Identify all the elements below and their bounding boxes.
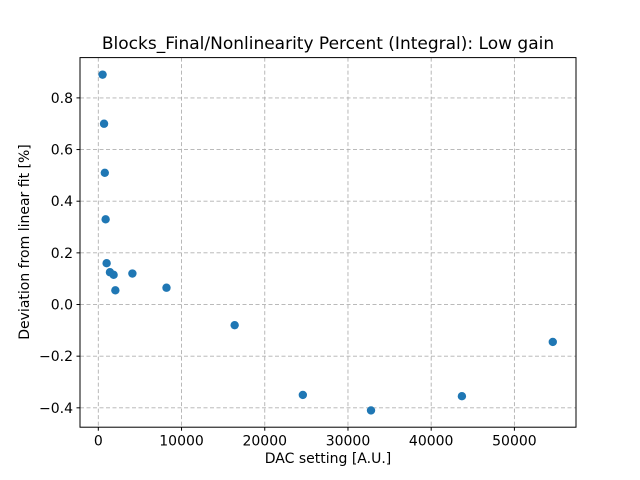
chart-title: Blocks_Final/Nonlinearity Percent (Integ…: [101, 34, 555, 54]
data-point: [98, 70, 107, 79]
data-point: [230, 320, 239, 330]
data-point: [128, 269, 137, 278]
y-tick-label: 0.6: [51, 143, 73, 159]
y-tick-label: 0.2: [51, 246, 73, 262]
x-tick-label: 0: [94, 434, 103, 450]
data-point: [102, 258, 111, 268]
data-point: [548, 337, 557, 347]
y-tick-label: −0.4: [39, 401, 73, 417]
x-tick-label: 50000: [492, 434, 537, 450]
x-tick-label: 20000: [242, 434, 287, 450]
x-tick-label: 40000: [409, 434, 454, 450]
data-point: [109, 270, 118, 280]
data-point: [162, 283, 171, 292]
axes-frame: [79, 57, 577, 428]
y-tick-label: 0.8: [51, 91, 73, 107]
data-point: [101, 215, 110, 224]
x-tick-label: 30000: [326, 434, 371, 450]
y-tick-label: −0.2: [39, 349, 73, 365]
y-axis-label: Deviation from linear fit [%]: [17, 144, 33, 340]
data-point: [111, 286, 120, 295]
x-axis-label: DAC setting [A.U.]: [264, 451, 392, 467]
data-point: [298, 390, 308, 400]
data-point: [99, 119, 109, 128]
data-point: [100, 168, 110, 177]
data-point: [457, 392, 467, 401]
y-tick-label: 0.4: [51, 194, 73, 210]
x-tick-label: 10000: [159, 434, 204, 450]
y-tick-label: 0.0: [51, 298, 73, 314]
data-point: [366, 406, 376, 415]
